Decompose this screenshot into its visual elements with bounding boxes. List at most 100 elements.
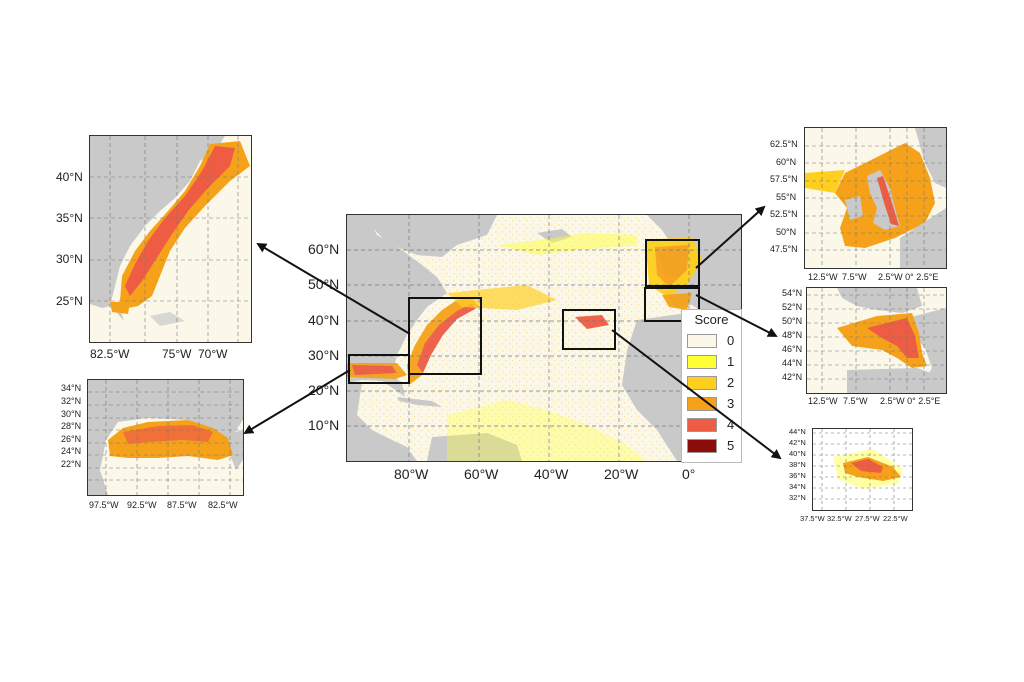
us-east-inset-canvas (90, 136, 251, 342)
legend-swatch (687, 418, 717, 432)
uk-lat-label: 60°N (776, 157, 797, 167)
us-east-lon-label: 70°W (198, 347, 228, 361)
legend-entry: 5 (687, 438, 739, 455)
azores-lat-label: 44°N (789, 427, 806, 436)
uk-inset-canvas (805, 128, 946, 268)
main-lat-label: 20°N (308, 382, 340, 398)
legend-swatch (687, 376, 717, 390)
biscay-lat-label: 52°N (782, 302, 803, 312)
us-east-lon-label: 75°W (162, 347, 192, 361)
azores-lon-label: 22.5°W (883, 514, 908, 523)
azores-inset (812, 428, 913, 511)
legend-swatch (687, 439, 717, 453)
legend-label: 1 (727, 354, 735, 369)
us-east-inset (89, 135, 252, 343)
biscay-lon-label: 2.5°W 0° 2.5°E (880, 396, 941, 406)
gulf-inset-canvas (88, 380, 243, 495)
gulf-lon-label: 92.5°W (127, 500, 157, 510)
main-lat-label: 10°N (308, 417, 340, 433)
main-lon-label: 40°W (534, 466, 569, 482)
main-lat-label: 50°N (308, 276, 340, 292)
legend-entry: 0 (687, 333, 739, 350)
gulf-lat-label: 32°N (61, 396, 82, 406)
main-lon-label: 60°W (464, 466, 499, 482)
azores-inset-canvas (813, 429, 912, 510)
uk-lon-label: 7.5°W (842, 272, 867, 282)
main-lon-label: 20°W (604, 466, 639, 482)
biscay-inset-canvas (807, 288, 946, 393)
uk-coast-red (877, 176, 899, 226)
legend-label: 5 (727, 438, 735, 453)
main-lon-label: 80°W (394, 466, 429, 482)
biscay-lon-label: 7.5°W (843, 396, 868, 406)
iceland-land (537, 229, 572, 243)
us-east-lat-label: 35°N (56, 211, 83, 225)
legend-label: 0 (727, 333, 735, 348)
uk-inset-grid (805, 128, 946, 268)
biscay-lat-label: 48°N (782, 330, 803, 340)
gulf-inset-grid (88, 380, 243, 495)
uk-lat-label: 47.5°N (770, 244, 798, 254)
biscay-lat-label: 42°N (782, 372, 803, 382)
norway-land (915, 128, 946, 188)
main-lat-label: 40°N (308, 312, 340, 328)
legend-entry: 4 (687, 417, 739, 434)
us-east-score-orange (120, 141, 250, 308)
score-legend: Score 0 1 2 3 4 5 (681, 309, 742, 463)
legend-entry: 3 (687, 396, 739, 413)
azores-lon-label: 27.5°W (855, 514, 880, 523)
us-east-lon-label: 82.5°W (90, 347, 130, 361)
britain-south-land (837, 288, 922, 313)
biscay-lon-label: 12.5°W (808, 396, 838, 406)
main-lat-label: 30°N (308, 347, 340, 363)
azores-lat-label: 38°N (789, 460, 806, 469)
uk-score-yellow (805, 170, 845, 193)
biscay-inset-grid (807, 288, 946, 393)
legend-swatch (687, 397, 717, 411)
azores-lat-label: 32°N (789, 493, 806, 502)
us-east-land (90, 136, 225, 308)
biscay-lat-label: 54°N (782, 288, 803, 298)
central-america-land (347, 383, 417, 461)
legend-label: 4 (727, 417, 735, 432)
azores-inset-grid (813, 429, 912, 510)
azores-lat-label: 42°N (789, 438, 806, 447)
cuba-land (397, 397, 442, 407)
legend-swatch (687, 334, 717, 348)
uk-lat-label: 57.5°N (770, 174, 798, 184)
ireland-land (845, 196, 863, 220)
main-lat-label: 60°N (308, 241, 340, 257)
legend-title: Score (694, 312, 729, 327)
biscay-inset (806, 287, 947, 394)
uk-lon-label: 12.5°W (808, 272, 838, 282)
us-east-lat-label: 30°N (56, 252, 83, 266)
uk-inset (804, 127, 947, 269)
us-east-score-red (125, 146, 235, 296)
gulf-lat-label: 34°N (61, 383, 82, 393)
legend-entry: 1 (687, 354, 739, 371)
gulf-lat-label: 30°N (61, 409, 82, 419)
gulf-lon-label: 97.5°W (89, 500, 119, 510)
legend-swatch (687, 355, 717, 369)
azores-lat-label: 36°N (789, 471, 806, 480)
continent-land (900, 208, 946, 268)
gulf-lat-label: 28°N (61, 421, 82, 431)
main-lon-label: 0° (682, 466, 696, 482)
legend-label: 3 (727, 396, 735, 411)
us-east-lat-label: 25°N (56, 294, 83, 308)
gulf-lon-label: 87.5°W (167, 500, 197, 510)
azores-lon-label: 37.5°W (800, 514, 825, 523)
gulf-lon-label: 82.5°W (208, 500, 238, 510)
uk-lat-label: 62.5°N (770, 139, 798, 149)
us-east-inset-grid (90, 136, 251, 342)
gulf-inset (87, 379, 244, 496)
uk-lat-label: 50°N (776, 227, 797, 237)
legend-entry: 2 (687, 375, 739, 392)
biscay-lat-label: 44°N (782, 358, 803, 368)
region-box-us-east (408, 297, 482, 375)
biscay-score-red (867, 318, 919, 358)
biscay-lat-label: 46°N (782, 344, 803, 354)
score-overlay (347, 233, 702, 461)
gulf-lat-label: 24°N (61, 446, 82, 456)
gulf-north-land (88, 380, 243, 495)
